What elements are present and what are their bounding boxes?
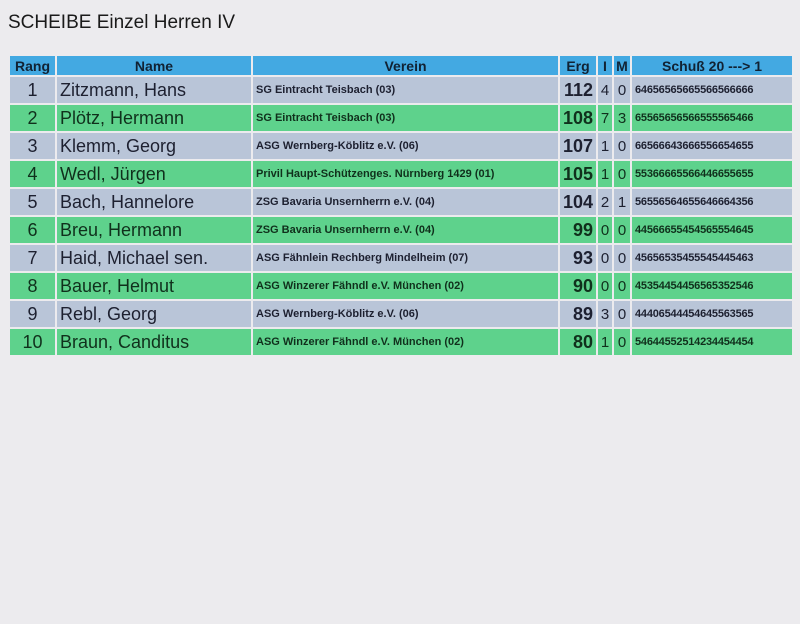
cell-shots: 55366665566446655655 [632,161,792,187]
cell-i: 1 [598,329,612,355]
cell-shots: 64656565665566566666 [632,77,792,103]
cell-verein: ASG Winzerer Fähndl e.V. München (02) [253,273,558,299]
cell-erg: 104 [560,189,596,215]
cell-rang: 4 [10,161,55,187]
cell-shots: 54644552514234454454 [632,329,792,355]
cell-erg: 108 [560,105,596,131]
cell-shots: 65565656566555565466 [632,105,792,131]
table-row: 3 Klemm, Georg ASG Wernberg-Köblitz e.V. (… [10,133,792,159]
table-row: 4 Wedl, Jürgen Privil Haupt-Schützenges. N… [10,161,792,187]
cell-m: 0 [614,217,630,243]
cell-name: Wedl, Jürgen [57,161,251,187]
header-i: I [598,56,612,75]
header-row: Rang Name Verein Erg I M Schuß 20 ---> 1 [10,56,792,75]
cell-rang: 8 [10,273,55,299]
header-rang: Rang [10,56,55,75]
cell-shots: 45354454456565352546 [632,273,792,299]
cell-erg: 80 [560,329,596,355]
table-row: 8 Bauer, Helmut ASG Winzerer Fähndl e.V. M… [10,273,792,299]
cell-i: 2 [598,189,612,215]
cell-verein: SG Eintracht Teisbach (03) [253,77,558,103]
cell-verein: ZSG Bavaria Unsernherrn e.V. (04) [253,217,558,243]
cell-rang: 10 [10,329,55,355]
cell-name: Plötz, Hermann [57,105,251,131]
results-table: Rang Name Verein Erg I M Schuß 20 ---> 1… [8,54,794,357]
cell-erg: 99 [560,217,596,243]
cell-rang: 2 [10,105,55,131]
cell-erg: 89 [560,301,596,327]
table-row: 1 Zitzmann, Hans SG Eintracht Teisbach (03… [10,77,792,103]
cell-erg: 112 [560,77,596,103]
cell-m: 0 [614,77,630,103]
cell-name: Rebl, Georg [57,301,251,327]
table-row: 10 Braun, Canditus ASG Winzerer Fähndl e.V… [10,329,792,355]
cell-m: 3 [614,105,630,131]
cell-verein: ASG Fähnlein Rechberg Mindelheim (07) [253,245,558,271]
cell-erg: 93 [560,245,596,271]
cell-i: 0 [598,245,612,271]
cell-erg: 107 [560,133,596,159]
cell-rang: 3 [10,133,55,159]
header-m: M [614,56,630,75]
cell-verein: ASG Wernberg-Köblitz e.V. (06) [253,133,558,159]
cell-m: 0 [614,161,630,187]
cell-i: 0 [598,273,612,299]
cell-rang: 7 [10,245,55,271]
cell-rang: 1 [10,77,55,103]
cell-i: 1 [598,133,612,159]
cell-name: Breu, Hermann [57,217,251,243]
cell-shots: 45656535455545445463 [632,245,792,271]
cell-shots: 44566655454565554645 [632,217,792,243]
cell-erg: 105 [560,161,596,187]
cell-name: Zitzmann, Hans [57,77,251,103]
header-erg: Erg [560,56,596,75]
table-row: 2 Plötz, Hermann SG Eintracht Teisbach (03… [10,105,792,131]
cell-i: 1 [598,161,612,187]
header-name: Name [57,56,251,75]
cell-m: 1 [614,189,630,215]
cell-m: 0 [614,301,630,327]
cell-verein: ZSG Bavaria Unsernherrn e.V. (04) [253,189,558,215]
table-row: 7 Haid, Michael sen. ASG Fähnlein Rechberg… [10,245,792,271]
table-row: 6 Breu, Hermann ZSG Bavaria Unsernherrn e.… [10,217,792,243]
cell-rang: 9 [10,301,55,327]
cell-i: 0 [598,217,612,243]
cell-shots: 44406544454645563565 [632,301,792,327]
cell-name: Haid, Michael sen. [57,245,251,271]
cell-m: 0 [614,329,630,355]
cell-name: Bauer, Helmut [57,273,251,299]
cell-verein: ASG Wernberg-Köblitz e.V. (06) [253,301,558,327]
header-verein: Verein [253,56,558,75]
table-row: 5 Bach, Hannelore ZSG Bavaria Unsernherrn … [10,189,792,215]
header-shots: Schuß 20 ---> 1 [632,56,792,75]
cell-verein: SG Eintracht Teisbach (03) [253,105,558,131]
table-row: 9 Rebl, Georg ASG Wernberg-Köblitz e.V. (0… [10,301,792,327]
page-title: SCHEIBE Einzel Herren IV [8,12,236,33]
cell-m: 0 [614,133,630,159]
cell-verein: ASG Winzerer Fähndl e.V. München (02) [253,329,558,355]
cell-shots: 56556564655646664356 [632,189,792,215]
cell-erg: 90 [560,273,596,299]
cell-name: Klemm, Georg [57,133,251,159]
cell-verein: Privil Haupt-Schützenges. Nürnberg 1429 … [253,161,558,187]
cell-i: 7 [598,105,612,131]
cell-shots: 66566643666556654655 [632,133,792,159]
cell-rang: 5 [10,189,55,215]
cell-m: 0 [614,273,630,299]
cell-m: 0 [614,245,630,271]
cell-i: 3 [598,301,612,327]
cell-rang: 6 [10,217,55,243]
cell-name: Braun, Canditus [57,329,251,355]
cell-name: Bach, Hannelore [57,189,251,215]
cell-i: 4 [598,77,612,103]
